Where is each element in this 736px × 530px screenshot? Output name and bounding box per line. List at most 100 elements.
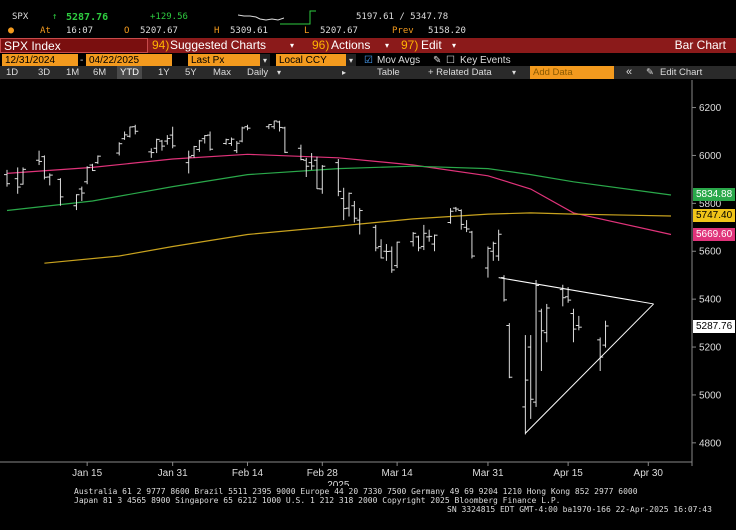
price-tag: 5834.88 <box>693 188 736 202</box>
collapse-icon[interactable]: « <box>626 66 633 78</box>
ohlc-bar <box>78 186 85 201</box>
quote-row: SPX ↑ 5287.76 +129.56 5197.61 / 5347.78 … <box>0 0 736 38</box>
ohlc-bar <box>570 308 577 343</box>
up-arrow-icon: ↑ <box>52 12 58 22</box>
period-1d[interactable]: 1D <box>6 67 19 78</box>
ohlc-bar <box>319 165 326 194</box>
mov-avgs-checkbox-icon[interactable]: ☑ <box>364 55 373 66</box>
ohlc-bar <box>281 126 288 154</box>
edit-menu[interactable]: Edit <box>421 38 442 52</box>
ohlc-bar <box>378 239 385 259</box>
start-date-field[interactable]: 12/31/2024 <box>2 54 78 67</box>
ohlc-bar <box>89 163 96 172</box>
x-tick-label: Mar 31 <box>472 468 504 479</box>
ohlc-bar <box>239 126 246 143</box>
ohlc-bar <box>14 167 21 194</box>
table-expand-icon[interactable]: ▸ <box>342 68 347 77</box>
y-tick-label: 5400 <box>699 295 722 306</box>
period-6m[interactable]: 6M <box>93 67 107 78</box>
ohlc-bar <box>335 159 342 197</box>
related-data-button[interactable]: + Related Data <box>428 67 492 78</box>
price-field-select[interactable]: Last Px <box>188 54 260 67</box>
low-label: L <box>304 26 310 36</box>
ohlc-bar <box>265 124 272 130</box>
security-field[interactable]: SPX Index <box>0 38 148 53</box>
price-tag: 5747.40 <box>693 209 736 223</box>
key-events-label[interactable]: Key Events <box>460 55 511 66</box>
end-date-field[interactable]: 04/22/2025 <box>86 54 172 67</box>
ohlc-bar <box>452 206 459 212</box>
ohlc-bar <box>415 235 422 252</box>
pencil-icon[interactable]: ✎ <box>433 55 442 66</box>
x-tick-label: Feb 14 <box>232 468 264 479</box>
ohlc-bar <box>158 139 165 151</box>
x-tick-label: Jan 15 <box>72 468 102 479</box>
y-tick-label: 5200 <box>699 343 722 354</box>
ohlc-bar <box>164 135 171 145</box>
ohlc-bar <box>244 124 251 131</box>
period-5y[interactable]: 5Y <box>185 67 197 78</box>
ohlc-bar <box>169 126 176 149</box>
actions-dropdown-icon[interactable]: ▾ <box>385 41 390 50</box>
y-tick-label: 4800 <box>699 438 722 449</box>
day-range: 5197.61 / 5347.78 <box>356 12 449 22</box>
key-events-checkbox-icon[interactable]: ☐ <box>446 55 455 66</box>
add-data-input[interactable]: Add Data <box>530 66 614 79</box>
open-label: O <box>124 26 130 36</box>
currency-dropdown-icon[interactable]: ▾ <box>346 54 356 67</box>
ohlc-bar <box>394 241 401 269</box>
price-field-dropdown-icon[interactable]: ▾ <box>260 54 270 67</box>
frequency-dropdown-icon[interactable]: ▾ <box>277 68 282 77</box>
ohlc-bar <box>313 156 320 190</box>
footer-contacts-1: Australia 61 2 9777 8600 Brazil 5511 239… <box>74 487 638 496</box>
frequency-select[interactable]: Daily <box>247 67 269 78</box>
last-price: 5287.76 <box>66 12 109 23</box>
period-ytd[interactable]: YTD <box>117 66 142 79</box>
ohlc-bar <box>308 153 315 170</box>
ohlc-bar <box>484 246 491 278</box>
title-bar: SPX Index 94) Suggested Charts ▾ 96) Act… <box>0 38 736 53</box>
suggested-dropdown-icon[interactable]: ▾ <box>290 41 295 50</box>
ohlc-bar <box>4 169 10 187</box>
realtime-icon: ● <box>8 25 15 36</box>
ohlc-bar <box>228 137 235 146</box>
ohlc-bar <box>20 167 27 185</box>
chart-type-label: Bar Chart <box>674 38 726 52</box>
ohlc-bar <box>458 209 465 230</box>
actions-menu[interactable]: Actions <box>331 38 371 52</box>
edit-dropdown-icon[interactable]: ▾ <box>452 41 457 50</box>
ohlc-bar <box>94 155 101 164</box>
open-value: 5207.67 <box>140 26 178 36</box>
ohlc-bar <box>388 246 395 273</box>
ohlc-bar <box>148 148 155 158</box>
ohlc-bar <box>490 241 497 261</box>
ohlc-bar <box>431 234 438 252</box>
y-tick-label: 6200 <box>699 103 722 114</box>
suggested-charts-menu[interactable]: Suggested Charts <box>170 38 267 52</box>
prev-value: 5158.20 <box>428 26 466 36</box>
ohlc-bar <box>420 224 427 251</box>
ohlc-bar <box>522 335 529 435</box>
edit-chart-button[interactable]: Edit Chart <box>660 67 703 78</box>
ohlc-bar <box>575 315 582 331</box>
ohlc-bar <box>36 150 43 166</box>
footer-contacts-2: Japan 81 3 4565 8900 Singapore 65 6212 1… <box>74 496 561 505</box>
table-button[interactable]: Table <box>377 67 400 78</box>
ohlc-bar <box>84 166 91 185</box>
ohlc-bar <box>223 138 230 145</box>
y-tick-label: 5600 <box>699 247 722 258</box>
period-3d[interactable]: 3D <box>38 67 51 78</box>
period-max[interactable]: Max <box>213 67 231 78</box>
ohlc-bar <box>191 145 198 158</box>
period-1m[interactable]: 1M <box>66 67 80 78</box>
moving-average-magenta <box>6 153 672 236</box>
price-chart[interactable]: 4800 5000 5200 5400 5600 5800 6000 6200 Jan 15 Ja… <box>0 80 736 486</box>
related-dropdown-icon[interactable]: ▾ <box>512 68 517 77</box>
footer: Australia 61 2 9777 8600 Brazil 5511 239… <box>0 486 736 530</box>
currency-select[interactable]: Local CCY <box>276 54 346 67</box>
edit-chart-pencil-icon[interactable]: ✎ <box>646 67 654 78</box>
quote-time: 16:07 <box>66 26 94 36</box>
period-1y[interactable]: 1Y <box>158 67 170 78</box>
mov-avgs-label[interactable]: Mov Avgs <box>377 55 421 66</box>
actions-number: 96) <box>312 38 330 52</box>
